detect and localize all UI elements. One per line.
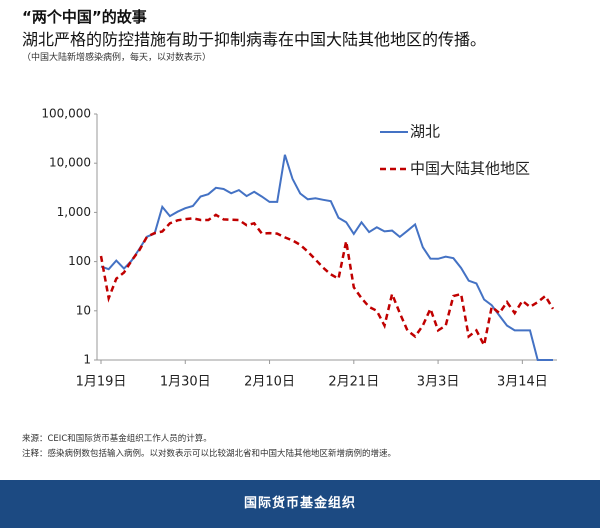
series-line — [99, 213, 555, 349]
y-axis-note: （中国大陆新增感染病例，每天，以对数表示） — [22, 53, 212, 63]
x-tick-label: 1月19日 — [76, 375, 127, 390]
legend-label: 湖北 — [410, 123, 440, 141]
x-tick-label: 1月30日 — [160, 375, 211, 390]
series-line — [100, 154, 553, 361]
y-tick-label: 1 — [83, 353, 91, 367]
note: 注释：感染病例数包括输入病例。以对数表示可以比较湖北省和中国大陆其他地区新增病例… — [22, 449, 397, 459]
legend-label: 中国大陆其他地区 — [410, 160, 530, 178]
x-tick-label: 2月10日 — [244, 375, 295, 390]
title: “两个中国”的故事 — [22, 8, 147, 26]
y-tick-label: 100,000 — [41, 107, 91, 121]
x-tick-label: 3月14日 — [497, 375, 548, 390]
source: 来源：CEIC和国际货币基金组织工作人员的计算。 — [22, 434, 212, 444]
y-tick-label: 10 — [76, 303, 91, 317]
x-tick-label: 2月21日 — [328, 375, 379, 390]
chart: 1 10 100 1,000 10,000 100,000 1月19日 1月30日 2月10日 2… — [41, 107, 557, 390]
y-tick-label: 10,000 — [49, 156, 91, 170]
y-tick-label: 100 — [68, 254, 91, 268]
x-tick-label: 3月3日 — [417, 375, 460, 390]
subtitle: 湖北严格的防控措施有助于抑制病毒在中国大陆其他地区的传播。 — [22, 30, 487, 49]
y-tick-label: 1,000 — [57, 205, 91, 219]
footer: 国际货币基金组织 — [0, 480, 600, 528]
